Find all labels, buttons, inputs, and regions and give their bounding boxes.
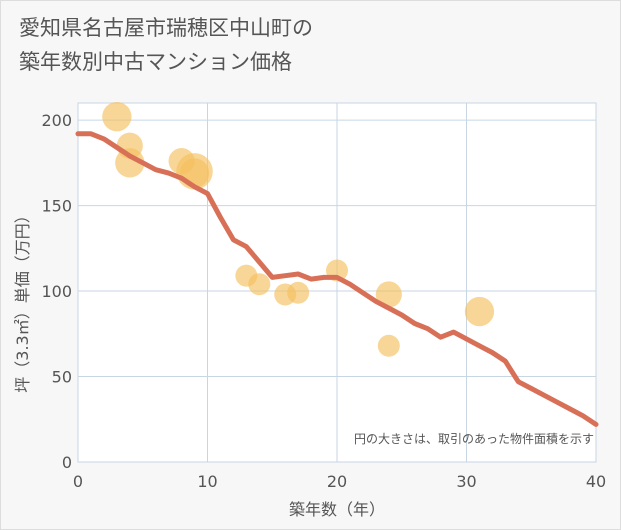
y-tick-label: 0: [62, 453, 72, 472]
x-axis-label: 築年数（年）: [289, 500, 385, 519]
x-tick-label: 30: [456, 472, 476, 491]
x-tick-label: 0: [73, 472, 83, 491]
plot-border: [77, 102, 597, 463]
bubble-point: [102, 102, 132, 132]
bubble-size-note: 円の大きさは、取引のあった物件面積を示す: [354, 431, 594, 446]
x-tick-label: 10: [197, 472, 217, 491]
x-axis-ticks: 0 10 20 30 40: [73, 472, 606, 491]
bubble-point: [179, 158, 210, 188]
bubble-point: [464, 296, 495, 327]
trend-line: [75, 131, 599, 427]
bubble-point: [115, 148, 145, 178]
grid-lines: [77, 102, 597, 463]
y-axis-ticks: 0 50 100 150 200: [41, 111, 72, 472]
bubble-point: [287, 281, 310, 304]
x-tick-label: 40: [586, 472, 606, 491]
x-tick-label: 20: [327, 472, 347, 491]
bubble-point: [377, 334, 400, 357]
chart-title: 愛知県名古屋市瑞穂区中山町の 築年数別中古マンション価格: [19, 16, 313, 74]
y-axis-label: 坪（3.3㎡）単価（万円）: [13, 207, 32, 392]
bubble-point: [248, 273, 271, 296]
y-tick-label: 50: [52, 368, 72, 387]
y-tick-label: 100: [41, 282, 72, 301]
bubble-point: [375, 281, 402, 308]
bubble-series: [102, 102, 495, 357]
y-tick-label: 150: [41, 197, 72, 216]
y-tick-label: 200: [41, 111, 72, 130]
trend-series: [75, 131, 599, 427]
